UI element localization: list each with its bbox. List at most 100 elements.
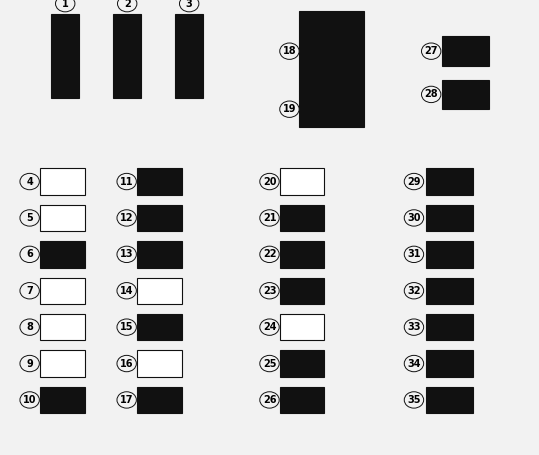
Bar: [40, 387, 85, 413]
Text: 26: 26: [262, 395, 277, 405]
Circle shape: [118, 0, 137, 12]
Text: 35: 35: [407, 395, 421, 405]
Text: 8: 8: [26, 322, 33, 332]
Circle shape: [117, 319, 136, 335]
Text: 4: 4: [26, 177, 33, 187]
Text: 25: 25: [262, 359, 277, 369]
Text: 29: 29: [407, 177, 421, 187]
Text: 22: 22: [262, 249, 277, 259]
Bar: [299, 91, 364, 127]
Circle shape: [280, 43, 299, 59]
Bar: [137, 278, 182, 304]
Text: 10: 10: [23, 395, 37, 405]
Bar: [137, 314, 182, 340]
Bar: [175, 14, 203, 98]
Bar: [40, 205, 85, 231]
Circle shape: [421, 43, 441, 59]
Circle shape: [404, 283, 424, 299]
Circle shape: [280, 101, 299, 117]
Text: 21: 21: [262, 213, 277, 223]
Bar: [280, 205, 324, 231]
Bar: [299, 11, 364, 91]
Text: 12: 12: [120, 213, 134, 223]
Circle shape: [404, 355, 424, 372]
Text: 16: 16: [120, 359, 134, 369]
Text: 23: 23: [262, 286, 277, 296]
Circle shape: [404, 246, 424, 263]
Text: 17: 17: [120, 395, 134, 405]
Bar: [426, 168, 473, 195]
Text: 13: 13: [120, 249, 134, 259]
Text: 19: 19: [282, 104, 296, 114]
Text: 3: 3: [186, 0, 192, 9]
Circle shape: [260, 283, 279, 299]
Text: 31: 31: [407, 249, 421, 259]
Text: 20: 20: [262, 177, 277, 187]
Text: 34: 34: [407, 359, 421, 369]
Bar: [40, 278, 85, 304]
Circle shape: [56, 0, 75, 12]
Circle shape: [404, 173, 424, 190]
Text: 14: 14: [120, 286, 134, 296]
Bar: [426, 241, 473, 268]
Circle shape: [117, 283, 136, 299]
Text: 5: 5: [26, 213, 33, 223]
Bar: [442, 80, 489, 109]
Bar: [137, 350, 182, 377]
Bar: [280, 350, 324, 377]
Text: 1: 1: [62, 0, 68, 9]
Text: 9: 9: [26, 359, 33, 369]
Circle shape: [20, 210, 39, 226]
Circle shape: [117, 392, 136, 408]
Circle shape: [260, 173, 279, 190]
Circle shape: [421, 86, 441, 103]
Bar: [280, 278, 324, 304]
Bar: [137, 168, 182, 195]
Bar: [137, 387, 182, 413]
Text: 6: 6: [26, 249, 33, 259]
Bar: [40, 350, 85, 377]
Circle shape: [20, 173, 39, 190]
Circle shape: [20, 319, 39, 335]
Bar: [40, 168, 85, 195]
Bar: [137, 241, 182, 268]
Circle shape: [404, 210, 424, 226]
Text: 11: 11: [120, 177, 134, 187]
Text: 33: 33: [407, 322, 421, 332]
Circle shape: [179, 0, 199, 12]
Circle shape: [404, 319, 424, 335]
Circle shape: [117, 246, 136, 263]
Circle shape: [20, 392, 39, 408]
Bar: [280, 241, 324, 268]
Bar: [426, 278, 473, 304]
Bar: [426, 314, 473, 340]
Bar: [280, 387, 324, 413]
Circle shape: [260, 392, 279, 408]
Circle shape: [404, 392, 424, 408]
Circle shape: [20, 283, 39, 299]
Circle shape: [20, 246, 39, 263]
Bar: [51, 14, 79, 98]
Text: 15: 15: [120, 322, 134, 332]
Bar: [40, 314, 85, 340]
Text: 18: 18: [282, 46, 296, 56]
Bar: [426, 387, 473, 413]
Bar: [40, 241, 85, 268]
Bar: [280, 168, 324, 195]
Circle shape: [260, 319, 279, 335]
Text: 28: 28: [424, 90, 438, 99]
Bar: [426, 205, 473, 231]
Circle shape: [260, 246, 279, 263]
Circle shape: [117, 210, 136, 226]
Text: 32: 32: [407, 286, 421, 296]
Text: 24: 24: [262, 322, 277, 332]
Text: 2: 2: [124, 0, 130, 9]
Circle shape: [20, 355, 39, 372]
Circle shape: [260, 210, 279, 226]
Bar: [137, 205, 182, 231]
Bar: [113, 14, 141, 98]
Text: 7: 7: [26, 286, 33, 296]
Bar: [426, 350, 473, 377]
Bar: [280, 314, 324, 340]
Circle shape: [260, 355, 279, 372]
